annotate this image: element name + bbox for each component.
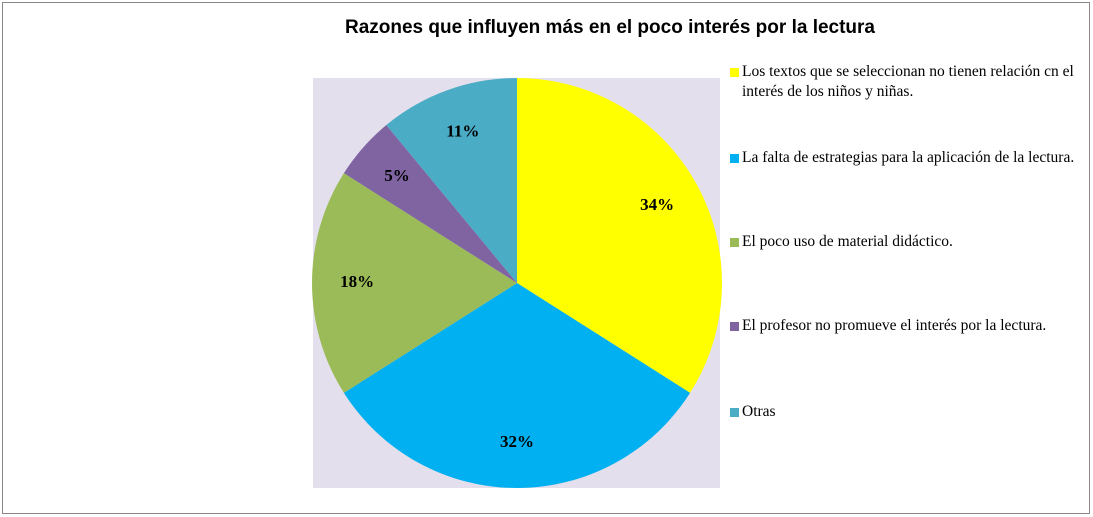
legend-swatch bbox=[730, 238, 739, 247]
legend-swatch bbox=[730, 408, 739, 417]
data-label: 34% bbox=[640, 195, 674, 214]
legend-label: Los textos que se seleccionan no tienen … bbox=[742, 63, 1074, 100]
data-label: 32% bbox=[500, 432, 534, 451]
data-label: 11% bbox=[446, 121, 479, 140]
pie-slice bbox=[386, 78, 517, 283]
legend-label: La falta de estrategias para la aplicaci… bbox=[742, 149, 1075, 166]
pie-slice bbox=[312, 173, 517, 393]
pie-slice bbox=[517, 78, 722, 393]
legend-swatch bbox=[730, 154, 739, 163]
legend-item: Los textos que se seleccionan no tienen … bbox=[730, 62, 1080, 102]
legend-label: El profesor no promueve el interés por l… bbox=[742, 317, 1047, 334]
pie-slice bbox=[343, 125, 517, 283]
chart-title: Razones que influyen más en el poco inte… bbox=[345, 17, 875, 38]
legend-label: El poco uso de material didáctico. bbox=[742, 233, 953, 250]
data-label: 18% bbox=[340, 272, 374, 291]
data-label: 5% bbox=[384, 166, 410, 185]
legend-item: Otras bbox=[730, 402, 1080, 422]
legend-swatch bbox=[730, 322, 739, 331]
legend-label: Otras bbox=[742, 403, 776, 420]
legend-item: El profesor no promueve el interés por l… bbox=[730, 316, 1080, 336]
pie-slice bbox=[343, 283, 691, 489]
legend-item: El poco uso de material didáctico. bbox=[730, 232, 1080, 252]
legend-swatch bbox=[730, 68, 739, 77]
legend-item: La falta de estrategias para la aplicaci… bbox=[730, 148, 1080, 168]
